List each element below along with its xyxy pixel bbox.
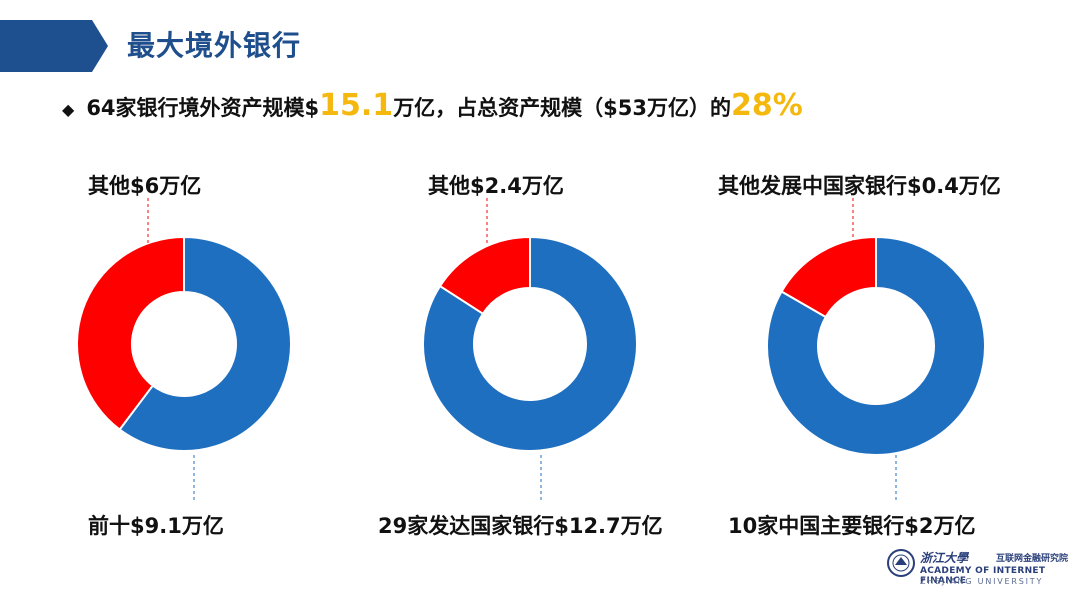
chart2-slice-other <box>438 235 531 316</box>
zju-aif-logo: 浙江大學 互联网金融研究院 ACADEMY OF INTERNET FINANC… <box>886 548 1076 598</box>
title-banner <box>0 16 340 72</box>
diamond-bullet-icon: ◆ <box>62 100 75 119</box>
chart1-other-label: 其他$6万亿 <box>88 174 202 198</box>
university-seal-icon <box>887 549 915 577</box>
chart2-other-label: 其他$2.4万亿 <box>428 174 564 198</box>
chart3-china-label: 10家中国主要银行$2万亿 <box>728 514 976 538</box>
chart3-slice-main <box>766 235 986 456</box>
subtitle-highlight-percent: 28% <box>731 88 803 123</box>
subtitle-highlight-amount: 15.1 <box>319 88 394 123</box>
subtitle-part1: 64家银行境外资产规模$ <box>86 96 320 120</box>
logo-en2: ZHEJIANG UNIVERSITY <box>920 577 1044 586</box>
logo-en1: ACADEMY OF INTERNET FINANCE <box>920 566 1046 586</box>
chart3-other-label: 其他发展中国家银行$0.4万亿 <box>718 174 1001 198</box>
subtitle: ◆ 64家银行境外资产规模$ 15.1 万亿，占总资产规模（$53万亿）的 28… <box>62 88 803 128</box>
chart3-slice-other <box>780 235 877 319</box>
banner-arrow-shape <box>0 20 108 72</box>
subtitle-part2: 万亿，占总资产规模（$53万亿）的 <box>393 96 732 120</box>
chart2-slice-main <box>422 235 638 452</box>
logo-cn: 互联网金融研究院 <box>996 554 1069 564</box>
chart2-developed-label: 29家发达国家银行$12.7万亿 <box>378 514 663 538</box>
page-title: 最大境外银行 <box>127 29 302 62</box>
logo-script: 浙江大學 <box>920 551 969 565</box>
chart1-slice-other <box>76 235 185 431</box>
chart1-slice-main <box>118 235 292 452</box>
chart1-top10-label: 前十$9.1万亿 <box>88 514 224 538</box>
